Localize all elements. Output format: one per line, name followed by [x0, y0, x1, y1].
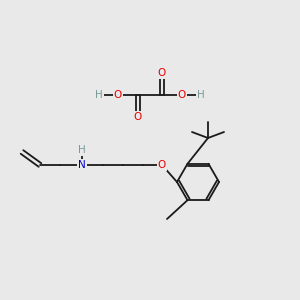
Text: O: O — [114, 90, 122, 100]
Text: O: O — [158, 160, 166, 170]
Text: H: H — [95, 90, 103, 100]
Text: O: O — [178, 90, 186, 100]
Text: O: O — [158, 68, 166, 78]
Text: O: O — [134, 112, 142, 122]
Text: N: N — [78, 160, 86, 170]
Text: H: H — [78, 145, 86, 155]
Text: H: H — [197, 90, 205, 100]
